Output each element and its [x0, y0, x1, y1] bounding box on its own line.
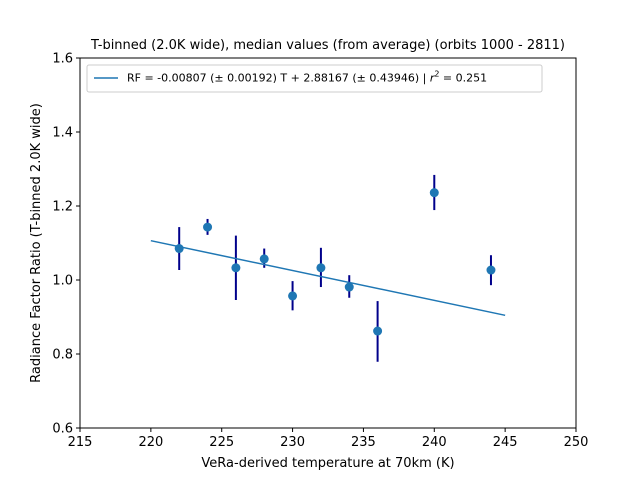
plot-area: [150, 174, 506, 362]
legend-suffix: = 0.251: [439, 72, 487, 85]
fit-line: [150, 239, 506, 317]
legend-sup: 2: [434, 70, 439, 79]
legend: RF = -0.00807 (± 0.00192) T + 2.88167 (±…: [86, 64, 543, 93]
data-point: [316, 263, 326, 273]
x-tick-label: 225: [209, 435, 234, 450]
legend-box: [86, 64, 543, 93]
y-tick-label: 1.4: [52, 126, 73, 141]
x-axis-ticks: 215 220 225 230 235 240 245 250: [68, 428, 589, 450]
data-point: [259, 254, 269, 264]
data-point: [288, 291, 298, 301]
data-point: [174, 244, 184, 254]
axes-frame: [79, 57, 577, 429]
data-point: [344, 282, 354, 292]
x-tick-label: 220: [138, 435, 163, 450]
data-point: [373, 326, 383, 336]
y-tick-label: 1.2: [52, 200, 73, 215]
legend-prefix: RF = -0.00807 (± 0.00192) T + 2.88167 (±…: [127, 72, 430, 85]
x-tick-label: 245: [493, 435, 518, 450]
x-tick-label: 215: [68, 435, 93, 450]
data-point: [203, 222, 213, 232]
x-tick-label: 230: [280, 435, 305, 450]
y-tick-label: 1.0: [52, 274, 73, 289]
x-tick-label: 235: [351, 435, 376, 450]
y-tick-label: 0.6: [52, 422, 73, 437]
y-tick-label: 1.6: [52, 52, 73, 67]
data-point: [231, 263, 241, 273]
chart-title: T-binned (2.0K wide), median values (fro…: [90, 38, 565, 53]
data-point: [486, 265, 496, 275]
legend-label: RF = -0.00807 (± 0.00192) T + 2.88167 (±…: [127, 70, 487, 85]
legend-r: r: [430, 72, 436, 85]
x-tick-label: 240: [422, 435, 447, 450]
x-tick-label: 250: [564, 435, 589, 450]
y-axis-label: Radiance Factor Ratio (T-binned 2.0K wid…: [29, 103, 44, 383]
y-tick-label: 0.8: [52, 348, 73, 363]
x-axis-label: VeRa-derived temperature at 70km (K): [201, 456, 454, 471]
data-point: [429, 188, 439, 198]
y-axis-ticks: 0.6 0.8 1.0 1.2 1.4 1.6: [52, 52, 80, 437]
